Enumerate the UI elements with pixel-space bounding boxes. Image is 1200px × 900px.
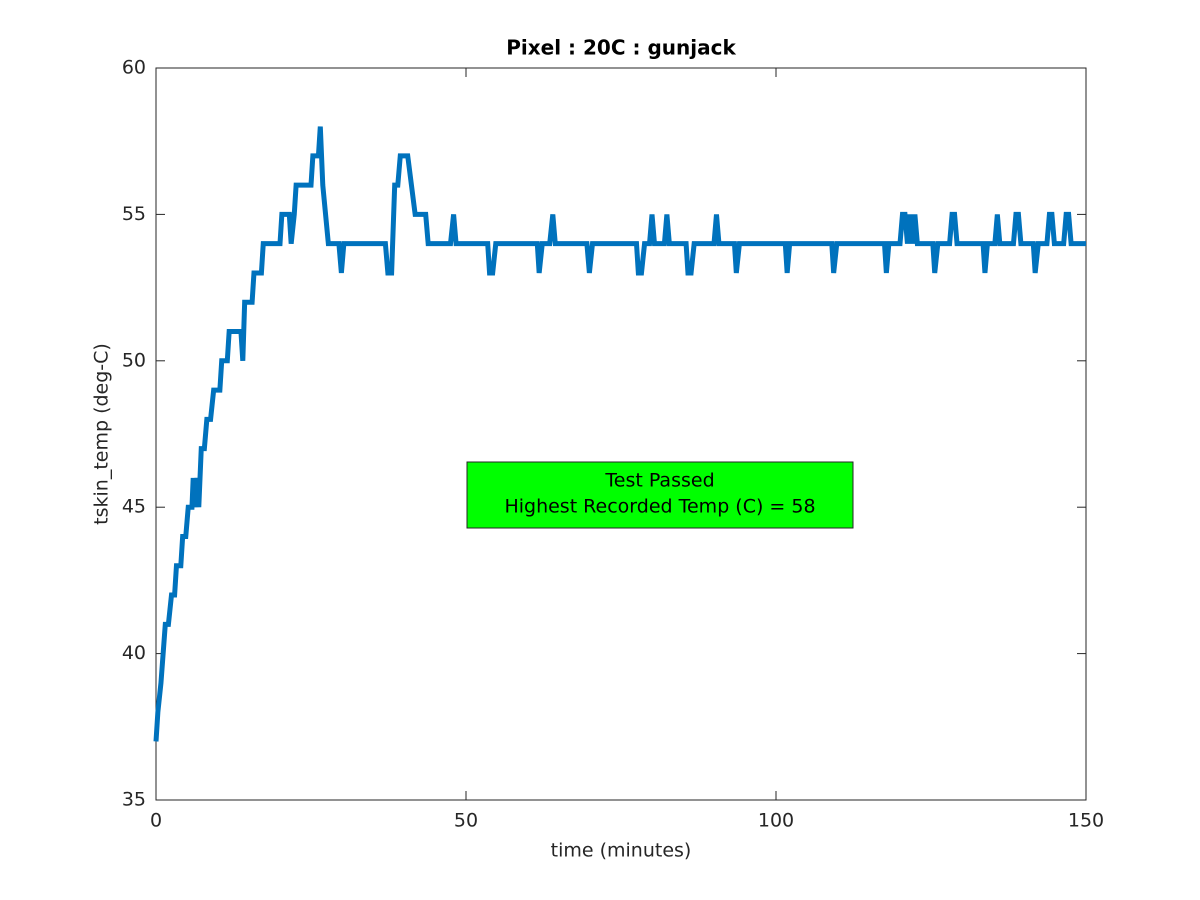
y-tick-label: 50 <box>122 349 146 371</box>
y-axis-label: tskin_temp (deg-C) <box>91 343 113 525</box>
plot-area <box>155 67 1087 801</box>
y-tick-label: 55 <box>122 203 146 225</box>
y-tick-label: 45 <box>122 496 146 518</box>
annotation-text: Highest Recorded Temp (C) = 58 <box>504 496 815 518</box>
y-tick-label: 35 <box>122 789 146 811</box>
data-line <box>153 126 1086 742</box>
x-tick-label: 0 <box>150 810 162 832</box>
y-tick-label: 60 <box>122 57 146 79</box>
annotation-box <box>466 461 854 529</box>
x-tick-label: 100 <box>758 810 794 832</box>
annotation-text: Test Passed <box>604 470 714 492</box>
x-tick-label: 50 <box>454 810 478 832</box>
chart-title: Pixel : 20C : gunjack <box>506 36 736 60</box>
y-tick-label: 40 <box>122 642 146 664</box>
x-axis-label: time (minutes) <box>551 840 692 862</box>
x-tick-label: 150 <box>1068 810 1104 832</box>
